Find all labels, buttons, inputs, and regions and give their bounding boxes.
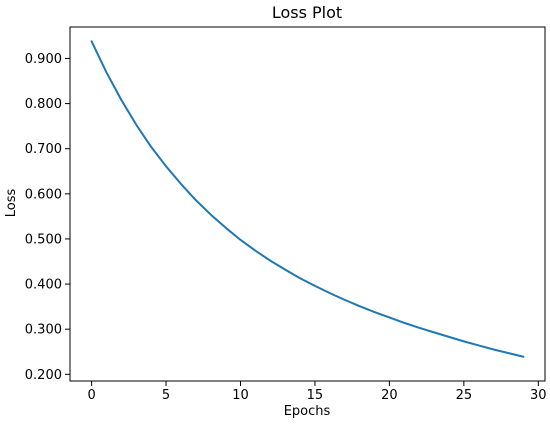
chart-title: Loss Plot xyxy=(272,3,342,22)
y-tick-label: 0.700 xyxy=(25,142,62,157)
x-tick-label: 15 xyxy=(307,388,324,403)
x-tick-label: 30 xyxy=(530,388,547,403)
x-tick-label: 0 xyxy=(87,388,95,403)
y-tick-label: 0.800 xyxy=(25,97,62,112)
y-tick-label: 0.600 xyxy=(25,187,62,202)
x-tick-label: 5 xyxy=(162,388,170,403)
x-axis-label: Epochs xyxy=(284,404,331,419)
y-tick-label: 0.900 xyxy=(25,52,62,67)
x-tick-label: 20 xyxy=(381,388,398,403)
y-axis-label: Loss xyxy=(4,189,19,218)
x-tick-label: 10 xyxy=(232,388,249,403)
plot-frame xyxy=(69,26,546,382)
x-tick-label: 25 xyxy=(456,388,473,403)
y-tick-label: 0.200 xyxy=(25,368,62,383)
series-line-0 xyxy=(90,40,525,358)
y-tick-label: 0.300 xyxy=(25,323,62,338)
y-tick-label: 0.500 xyxy=(25,232,62,247)
y-tick-label: 0.400 xyxy=(25,278,62,293)
